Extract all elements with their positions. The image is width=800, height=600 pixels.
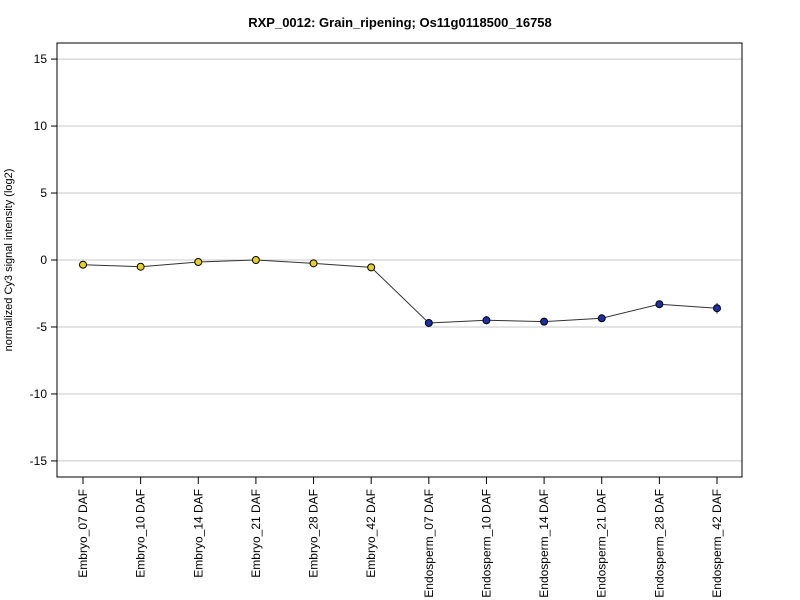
series-line <box>82 259 718 324</box>
y-axis: -15 -10 -5 0 5 10 15 <box>30 52 57 468</box>
x-tick-label: Embryo_28 DAF <box>307 489 321 578</box>
gridlines <box>57 58 742 462</box>
y-tick-label: -10 <box>30 387 48 401</box>
y-tick-label: 5 <box>40 186 47 200</box>
y-tick-label: 15 <box>34 52 48 66</box>
y-tick-label: 0 <box>40 253 47 267</box>
data-point <box>424 318 433 327</box>
data-point <box>194 258 203 267</box>
data-point <box>482 316 491 325</box>
chart-title: RXP_0012: Grain_ripening; Os11g0118500_1… <box>248 15 552 30</box>
x-tick-label: Endosperm_28 DAF <box>652 489 666 598</box>
x-tick-label: Embryo_10 DAF <box>134 489 148 578</box>
data-point <box>713 304 721 313</box>
x-tick-label: Endosperm_07 DAF <box>422 489 436 598</box>
x-tick-label: Endosperm_21 DAF <box>595 489 609 598</box>
data-point <box>136 262 145 271</box>
x-tick-label: Embryo_14 DAF <box>191 489 205 578</box>
x-axis: Embryo_07 DAF Embryo_10 DAF Embryo_14 DAF E… <box>76 477 724 598</box>
x-tick-label: Embryo_42 DAF <box>364 489 378 578</box>
data-point <box>655 300 664 309</box>
x-tick-label: Endosperm_14 DAF <box>537 489 551 598</box>
x-tick-label: Endosperm_42 DAF <box>710 489 724 598</box>
x-tick-label: Embryo_21 DAF <box>249 489 263 578</box>
data-point <box>540 317 549 326</box>
y-tick-label: 10 <box>34 119 48 133</box>
y-tick-label: -5 <box>36 320 47 334</box>
y-axis-title: normalized Cy3 signal intensity (log2) <box>3 169 15 352</box>
data-point <box>597 314 606 323</box>
y-tick-label: -15 <box>30 454 48 468</box>
x-tick-label: Endosperm_10 DAF <box>479 489 493 598</box>
x-tick-label: Embryo_07 DAF <box>76 489 90 578</box>
series <box>79 256 721 327</box>
data-point <box>251 256 260 264</box>
data-point <box>367 263 376 272</box>
data-point <box>309 259 318 268</box>
data-point <box>79 260 87 269</box>
